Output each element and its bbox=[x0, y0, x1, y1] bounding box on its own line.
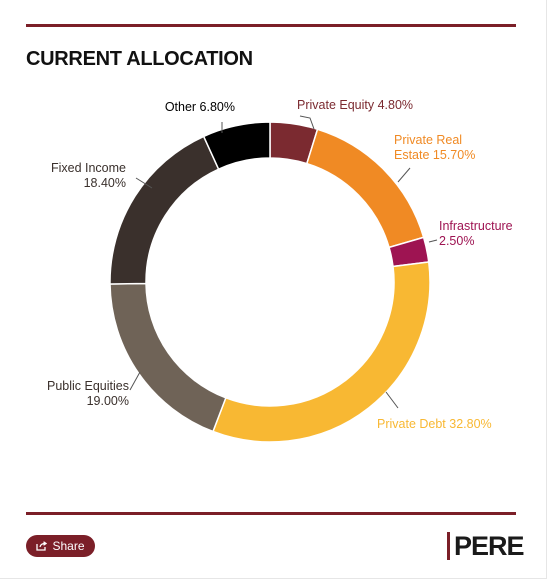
slice-label-line: Private Debt 32.80% bbox=[377, 417, 492, 431]
slice-label-line: Private Equity 4.80% bbox=[297, 98, 413, 112]
slice-label-line: Public Equities bbox=[47, 379, 129, 393]
slice-label-line: Private Real bbox=[394, 133, 462, 147]
leader-line-4 bbox=[129, 371, 141, 391]
donut-slice-6 bbox=[202, 121, 271, 171]
slice-label-1: Private Real Estate 15.70% bbox=[394, 133, 475, 162]
share-label: Share bbox=[52, 539, 85, 553]
leader-line-3 bbox=[385, 391, 399, 409]
donut-slice-3 bbox=[212, 261, 431, 443]
leader-line-0 bbox=[299, 115, 315, 130]
slice-label-0: Private Equity 4.80% bbox=[297, 98, 413, 112]
chart-title: CURRENT ALLOCATION bbox=[26, 48, 253, 70]
share-icon bbox=[36, 541, 48, 551]
leader-line-2 bbox=[428, 239, 438, 243]
slice-label-line: Estate 15.70% bbox=[394, 148, 475, 162]
pere-logo: PERE bbox=[447, 530, 525, 561]
slice-label-5: Fixed Income 18.40% bbox=[51, 161, 126, 190]
slice-label-4: Public Equities 19.00% bbox=[47, 379, 129, 408]
leader-line-5 bbox=[135, 177, 153, 189]
slice-label-line: Infrastructure bbox=[439, 219, 513, 233]
slice-label-3: Private Debt 32.80% bbox=[377, 417, 492, 431]
top-rule bbox=[26, 24, 516, 27]
share-button[interactable]: Share bbox=[26, 535, 95, 557]
logo-bar bbox=[447, 532, 450, 560]
slice-label-line: 18.40% bbox=[84, 176, 126, 190]
bottom-rule bbox=[26, 512, 516, 515]
slice-label-6: Other 6.80% bbox=[165, 100, 235, 114]
slice-label-line: 19.00% bbox=[87, 394, 129, 408]
donut-slice-4 bbox=[109, 282, 227, 433]
slice-label-line: Other 6.80% bbox=[165, 100, 235, 114]
slice-label-line: Fixed Income bbox=[51, 161, 126, 175]
logo-text: PERE bbox=[454, 530, 525, 561]
donut-chart: Private Equity 4.80% Private Real Estate 1… bbox=[47, 98, 513, 443]
leader-line-1 bbox=[397, 167, 411, 183]
donut-slice-5 bbox=[109, 135, 220, 285]
slice-label-2: Infrastructure 2.50% bbox=[439, 219, 513, 248]
slice-label-line: 2.50% bbox=[439, 234, 474, 248]
